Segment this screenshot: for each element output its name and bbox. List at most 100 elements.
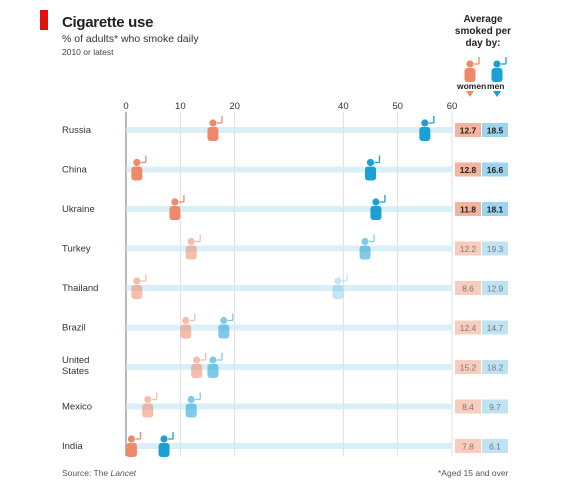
cigarette-icon bbox=[227, 313, 234, 322]
men-smoker-mark bbox=[332, 274, 348, 299]
men-avg-box bbox=[482, 202, 508, 216]
cigarette-icon bbox=[195, 234, 201, 243]
chart-subtitle: % of adults* who smoke daily bbox=[62, 33, 199, 45]
men-avg-box bbox=[482, 399, 508, 414]
x-tick-label: 10 bbox=[175, 101, 186, 112]
smoker-head bbox=[209, 119, 217, 127]
cigarette-icon bbox=[140, 274, 147, 282]
women-smoker-mark bbox=[131, 274, 147, 299]
smoker-body bbox=[125, 443, 137, 457]
men-avg-box bbox=[482, 320, 508, 335]
women-avg-box bbox=[455, 320, 481, 335]
country-label: Turkey bbox=[62, 244, 91, 255]
smoker-head bbox=[334, 277, 342, 285]
cigarette-icon bbox=[216, 353, 223, 361]
smoker-body bbox=[185, 403, 197, 418]
men-avg-box bbox=[482, 360, 508, 374]
women-avg-box bbox=[455, 399, 481, 414]
smoker-body bbox=[191, 364, 203, 378]
women-smoker-mark bbox=[125, 432, 142, 457]
footnote: *Aged 15 and over bbox=[438, 468, 509, 478]
women-avg-value: 11.8 bbox=[460, 205, 476, 215]
cigarette-icon bbox=[369, 234, 375, 243]
cigarette-icon bbox=[341, 274, 348, 282]
legend-men-arrow bbox=[493, 91, 501, 97]
men-avg-value: 12.9 bbox=[487, 284, 504, 294]
men-avg-box bbox=[482, 439, 508, 453]
smoker-head bbox=[372, 198, 380, 206]
row-bar bbox=[126, 285, 452, 291]
x-tick-label: 50 bbox=[392, 101, 403, 112]
men-avg-box bbox=[482, 241, 508, 256]
cigarette-icon bbox=[428, 116, 435, 124]
country-label: India bbox=[62, 441, 83, 452]
legend-women-arrow bbox=[466, 91, 474, 97]
smoker-body bbox=[491, 68, 503, 82]
smoker-head bbox=[160, 435, 168, 443]
men-smoker-mark bbox=[158, 432, 174, 457]
men-avg-value: 16.6 bbox=[487, 165, 504, 175]
men-avg-box bbox=[482, 123, 508, 137]
women-avg-value: 15.2 bbox=[460, 363, 477, 373]
smoker-head bbox=[466, 60, 474, 68]
row-bar bbox=[126, 127, 452, 133]
women-smoker-mark bbox=[185, 234, 201, 260]
row-bar bbox=[126, 206, 452, 212]
cigarette-icon bbox=[151, 392, 158, 401]
country-label-line: United bbox=[62, 355, 89, 366]
source-prefix: Source: The bbox=[62, 468, 111, 478]
country-label: Mexico bbox=[62, 402, 92, 413]
women-avg-value: 12.2 bbox=[460, 244, 477, 254]
country-label: Brazil bbox=[62, 323, 86, 334]
brand-tag bbox=[40, 10, 48, 30]
row-bar bbox=[126, 324, 452, 331]
smoker-head bbox=[171, 198, 179, 206]
women-avg-value: 7.8 bbox=[462, 442, 474, 452]
x-tick-label: 40 bbox=[338, 101, 349, 112]
men-avg-value: 9.7 bbox=[489, 402, 501, 412]
smoker-head bbox=[133, 158, 141, 167]
country-label: Russia bbox=[62, 125, 92, 136]
smoker-head bbox=[144, 395, 152, 404]
smoker-head bbox=[220, 316, 228, 325]
country-label-line: Turkey bbox=[62, 244, 91, 255]
cigarette-icon bbox=[501, 57, 507, 65]
cigarette-icon bbox=[189, 313, 196, 322]
country-label-line: Brazil bbox=[62, 323, 86, 334]
cigarette-icon bbox=[195, 392, 201, 401]
women-smoker-mark bbox=[207, 116, 223, 141]
smoker-body bbox=[142, 403, 154, 418]
smoker-body bbox=[464, 68, 476, 82]
country-label-line: Mexico bbox=[62, 402, 92, 413]
legend-men-icon bbox=[491, 57, 507, 82]
women-smoker-mark bbox=[131, 155, 147, 181]
x-tick-label: 0 bbox=[123, 101, 128, 112]
country-label-line: India bbox=[62, 441, 83, 452]
smoker-head bbox=[187, 395, 195, 404]
legend-women-icon bbox=[464, 57, 480, 82]
country-label-line: Thailand bbox=[62, 283, 98, 294]
cigarette-icon bbox=[135, 432, 142, 440]
smoker-head bbox=[133, 277, 141, 285]
women-avg-value: 8.4 bbox=[462, 402, 474, 412]
smoker-head bbox=[193, 356, 201, 364]
smoker-body bbox=[185, 245, 197, 260]
smoker-body bbox=[365, 166, 376, 181]
country-label: Ukraine bbox=[62, 204, 95, 215]
row-bar bbox=[126, 403, 452, 410]
men-avg-box bbox=[482, 162, 508, 177]
women-avg-box bbox=[455, 360, 481, 374]
women-avg-value: 12.4 bbox=[460, 323, 477, 333]
cigarette-icon bbox=[379, 195, 386, 203]
women-avg-value: 8.6 bbox=[462, 284, 474, 294]
women-smoker-mark bbox=[191, 353, 207, 378]
men-smoker-mark bbox=[359, 234, 375, 260]
men-avg-value: 18.2 bbox=[487, 363, 504, 373]
cigarette-icon bbox=[216, 116, 223, 124]
country-label: China bbox=[62, 165, 88, 176]
smoker-body bbox=[370, 206, 382, 220]
smoker-body bbox=[158, 443, 170, 457]
men-smoker-mark bbox=[218, 313, 234, 339]
source-note: Source: The Lancet bbox=[62, 468, 136, 478]
